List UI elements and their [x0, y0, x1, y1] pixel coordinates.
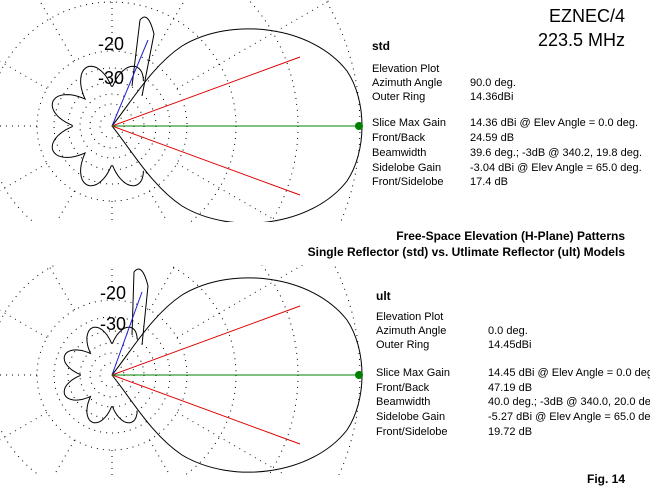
info-name: Front/Sidelobe [372, 176, 444, 188]
info-value: 24.59 dB [470, 132, 514, 144]
red-beamwidth-line [111, 374, 301, 445]
grid-ring [324, 0, 361, 222]
figure-label: Fig. 14 [587, 472, 625, 486]
info-name: Front/Sidelobe [376, 426, 448, 438]
grid-radial [0, 309, 48, 338]
grid-ring [261, 265, 299, 475]
ring-label: -30 [100, 314, 126, 334]
info-name: Sidelobe Gain [376, 411, 445, 423]
info-value: 39.6 deg.; -3dB @ 340.2, 19.8 deg. [470, 147, 642, 159]
info-name: Slice Max Gain [372, 117, 446, 129]
plot-label: ult [376, 289, 391, 303]
info-value: 40.0 deg.; -3dB @ 340.0, 20.0 deg. [488, 396, 650, 408]
info-value: 19.72 dB [488, 426, 532, 438]
upper-spike [131, 16, 155, 97]
info-name: Outer Ring [376, 339, 429, 351]
red-beamwidth-line [111, 56, 301, 127]
info-value: 14.36 dBi @ Elev Angle = 0.0 deg. [470, 117, 638, 129]
max-gain-dot [355, 122, 363, 130]
frequency: 223.5 MHz [538, 30, 625, 50]
red-beamwidth-line [111, 125, 301, 196]
grid-radial [149, 0, 186, 62]
grid-radial [149, 265, 177, 311]
grid-radial [149, 190, 169, 222]
grid-ring [333, 265, 361, 475]
grid-radial [55, 190, 75, 222]
grid-radial [53, 439, 75, 475]
back-lobes [51, 65, 144, 187]
upper-spike [131, 268, 149, 346]
max-gain-dot [355, 371, 363, 379]
program-name: EZNEC/4 [549, 6, 625, 26]
info-name: Azimuth Angle [376, 325, 446, 337]
info-name: Elevation Plot [376, 311, 443, 323]
grid-radial [176, 163, 280, 222]
grid-radial [0, 412, 48, 441]
red-beamwidth-line [111, 305, 301, 376]
caption-line: Free-Space Elevation (H-Plane) Patterns [396, 229, 625, 243]
grid-radial [149, 439, 171, 475]
ring-label: -20 [98, 34, 124, 54]
info-name: Azimuth Angle [372, 77, 442, 89]
grid-radial [176, 0, 332, 89]
info-name: Slice Max Gain [376, 367, 450, 379]
grid-radial [47, 265, 75, 311]
grid-radial [0, 60, 48, 89]
info-name: Outer Ring [372, 91, 425, 103]
ring-label: -20 [100, 283, 126, 303]
ring-label: -30 [98, 68, 124, 88]
info-value: 14.45dBi [488, 339, 531, 351]
info-name: Front/Back [372, 132, 426, 144]
info-value: 14.36dBi [470, 91, 513, 103]
info-name: Beamwidth [372, 147, 426, 159]
plot-label: std [372, 39, 390, 53]
back-lobes [63, 326, 138, 424]
grid-radial [176, 412, 287, 475]
info-name: Front/Back [376, 382, 430, 394]
polar-plot [0, 265, 365, 475]
grid-radial [176, 265, 304, 338]
polar-plot [0, 0, 365, 222]
info-name: Sidelobe Gain [372, 162, 441, 174]
blue-sidelobe-line [111, 39, 149, 127]
info-name: Beamwidth [376, 396, 430, 408]
blue-sidelobe-line [111, 291, 143, 376]
info-value: 17.4 dB [470, 176, 508, 188]
info-name: Elevation Plot [372, 63, 439, 75]
caption-line: Single Reflector (std) vs. Utlimate Refl… [308, 245, 626, 259]
grid-ring [248, 0, 299, 222]
grid-radial [38, 0, 75, 62]
info-value: 47.19 dB [488, 382, 532, 394]
info-value: 14.45 dBi @ Elev Angle = 0.0 deg. [488, 367, 650, 379]
info-value: 0.0 deg. [488, 325, 528, 337]
info-value: 90.0 deg. [470, 77, 516, 89]
info-value: -5.27 dBi @ Elev Angle = 65.0 deg. [488, 411, 650, 423]
info-value: -3.04 dBi @ Elev Angle = 65.0 deg. [470, 162, 642, 174]
grid-radial [0, 163, 48, 192]
